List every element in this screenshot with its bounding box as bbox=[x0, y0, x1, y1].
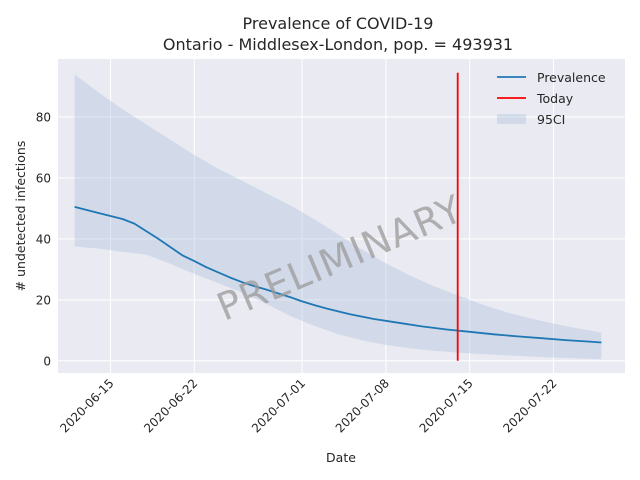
x-axis-label: Date bbox=[326, 450, 356, 465]
series-lines bbox=[74, 72, 602, 361]
chart-subtitle: Ontario - Middlesex-London, pop. = 49393… bbox=[163, 35, 513, 54]
grid bbox=[58, 59, 625, 373]
legend-swatch-95ci bbox=[497, 114, 526, 124]
y-axis-label: # undetected infections bbox=[13, 141, 28, 292]
ci-band bbox=[74, 74, 602, 360]
x-tick-label: 2020-07-22 bbox=[500, 376, 559, 435]
legend-label-95ci: 95CI bbox=[537, 112, 565, 127]
y-tick-label: 80 bbox=[36, 110, 51, 124]
y-tick-label: 20 bbox=[36, 293, 51, 307]
y-tick-label: 60 bbox=[36, 171, 51, 185]
y-tick-label: 0 bbox=[43, 354, 51, 368]
x-tick-labels: 2020-06-15 2020-06-22 2020-07-01 2020-07-08… bbox=[57, 376, 559, 435]
legend: Prevalence Today 95CI bbox=[497, 70, 606, 127]
legend-label-prevalence: Prevalence bbox=[537, 70, 606, 85]
plot-area bbox=[58, 59, 625, 373]
legend-label-today: Today bbox=[536, 91, 574, 106]
x-tick-label: 2020-07-08 bbox=[333, 376, 392, 435]
x-tick-label: 2020-07-15 bbox=[417, 376, 476, 435]
x-tick-label: 2020-06-22 bbox=[141, 376, 200, 435]
y-tick-labels: 0 20 40 60 80 bbox=[36, 110, 51, 368]
y-tick-label: 40 bbox=[36, 232, 51, 246]
ci-band-area bbox=[74, 74, 602, 360]
chart-title: Prevalence of COVID-19 bbox=[243, 14, 434, 33]
x-tick-label: 2020-07-01 bbox=[249, 376, 308, 435]
x-tick-label: 2020-06-15 bbox=[57, 376, 116, 435]
series-line-prevalence bbox=[74, 206, 602, 344]
